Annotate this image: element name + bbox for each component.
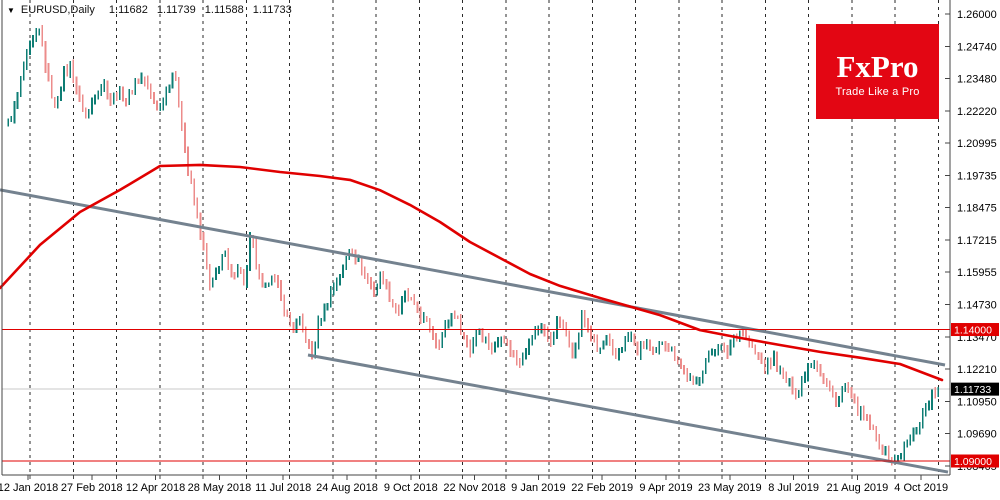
ohlc-close: 1.11733 <box>252 4 292 16</box>
x-axis-label: 21 Aug 2019 <box>827 482 889 494</box>
x-axis-label: 12 Jan 2018 <box>0 482 58 494</box>
plot-borders <box>1 0 951 476</box>
ohlc-low: 1.11588 <box>204 4 244 16</box>
support-price-label: 1.09000 <box>951 454 999 468</box>
y-axis-label: 1.15955 <box>957 267 997 279</box>
x-axis-label: 9 Oct 2018 <box>384 482 438 494</box>
current-price-label: 1.11733 <box>951 382 999 396</box>
y-axis-label: 1.10950 <box>957 396 997 408</box>
grid-lines <box>29 0 939 475</box>
x-axis-label: 27 Feb 2018 <box>61 482 123 494</box>
x-axis-label: 4 Oct 2019 <box>894 482 948 494</box>
y-axis-label: 1.20995 <box>957 138 997 150</box>
x-axis-label: 9 Jan 2019 <box>511 482 565 494</box>
current-price-label-bg <box>951 382 999 396</box>
current-price-label-text: 1.11733 <box>954 384 991 396</box>
ohlc-open: 1.11682 <box>108 4 148 16</box>
y-axis-label: 1.26000 <box>957 9 997 21</box>
y-axis-label: 1.12210 <box>957 364 997 376</box>
y-axis-label: 1.22220 <box>957 106 997 118</box>
y-axis-label: 1.17215 <box>957 235 997 247</box>
trendline-lower[interactable] <box>307 353 949 474</box>
y-axis-label: 1.14730 <box>957 300 997 312</box>
x-axis-label: 28 May 2018 <box>188 482 252 494</box>
y-axis-label: 1.23480 <box>957 74 997 86</box>
resistance-price-label-text: 1.14000 <box>954 325 992 337</box>
resistance-price-label-bg <box>951 323 999 337</box>
fxpro-logo: FxPro Trade Like a Pro <box>816 24 939 119</box>
x-axis-label: 22 Nov 2018 <box>443 482 505 494</box>
y-axis-label: 1.09690 <box>957 429 997 441</box>
y-axis-label: 1.18475 <box>957 203 997 215</box>
x-axis[interactable]: 12 Jan 2018 27 Feb 2018 12 Apr 2018 28 May … <box>0 475 948 494</box>
resistance-price-label: 1.14000 <box>951 323 999 337</box>
chart-header: ▼ EURUSD,Daily 1.11682 1.11739 1.11588 1… <box>7 4 301 16</box>
symbol-dropdown-icon[interactable]: ▼ <box>7 5 15 15</box>
x-axis-label: 24 Aug 2018 <box>316 482 378 494</box>
support-price-label-bg <box>951 454 999 468</box>
ohlc-high: 1.11739 <box>156 4 196 16</box>
fxpro-logo-tagline: Trade Like a Pro <box>835 86 920 98</box>
x-axis-label: 9 Apr 2019 <box>639 482 692 494</box>
y-axis[interactable]: 1.26000 1.24740 1.23480 1.22220 1.20995 1.197… <box>945 9 997 473</box>
x-axis-label: 11 Jul 2018 <box>255 482 311 494</box>
fxpro-logo-title: FxPro <box>836 49 919 84</box>
trendline-upper[interactable] <box>0 188 946 367</box>
y-axis-label: 1.24740 <box>957 41 997 53</box>
x-axis-label: 23 May 2019 <box>698 482 762 494</box>
moving-average-line <box>0 163 944 382</box>
y-axis-label: 1.19735 <box>957 170 997 182</box>
price-bars <box>7 25 940 466</box>
support-price-label-text: 1.09000 <box>954 456 992 468</box>
x-axis-label: 12 Apr 2018 <box>126 482 185 494</box>
x-axis-label: 22 Feb 2019 <box>571 482 633 494</box>
x-axis-label: 8 Jul 2019 <box>768 482 819 494</box>
symbol-title: EURUSD,Daily <box>20 4 95 16</box>
